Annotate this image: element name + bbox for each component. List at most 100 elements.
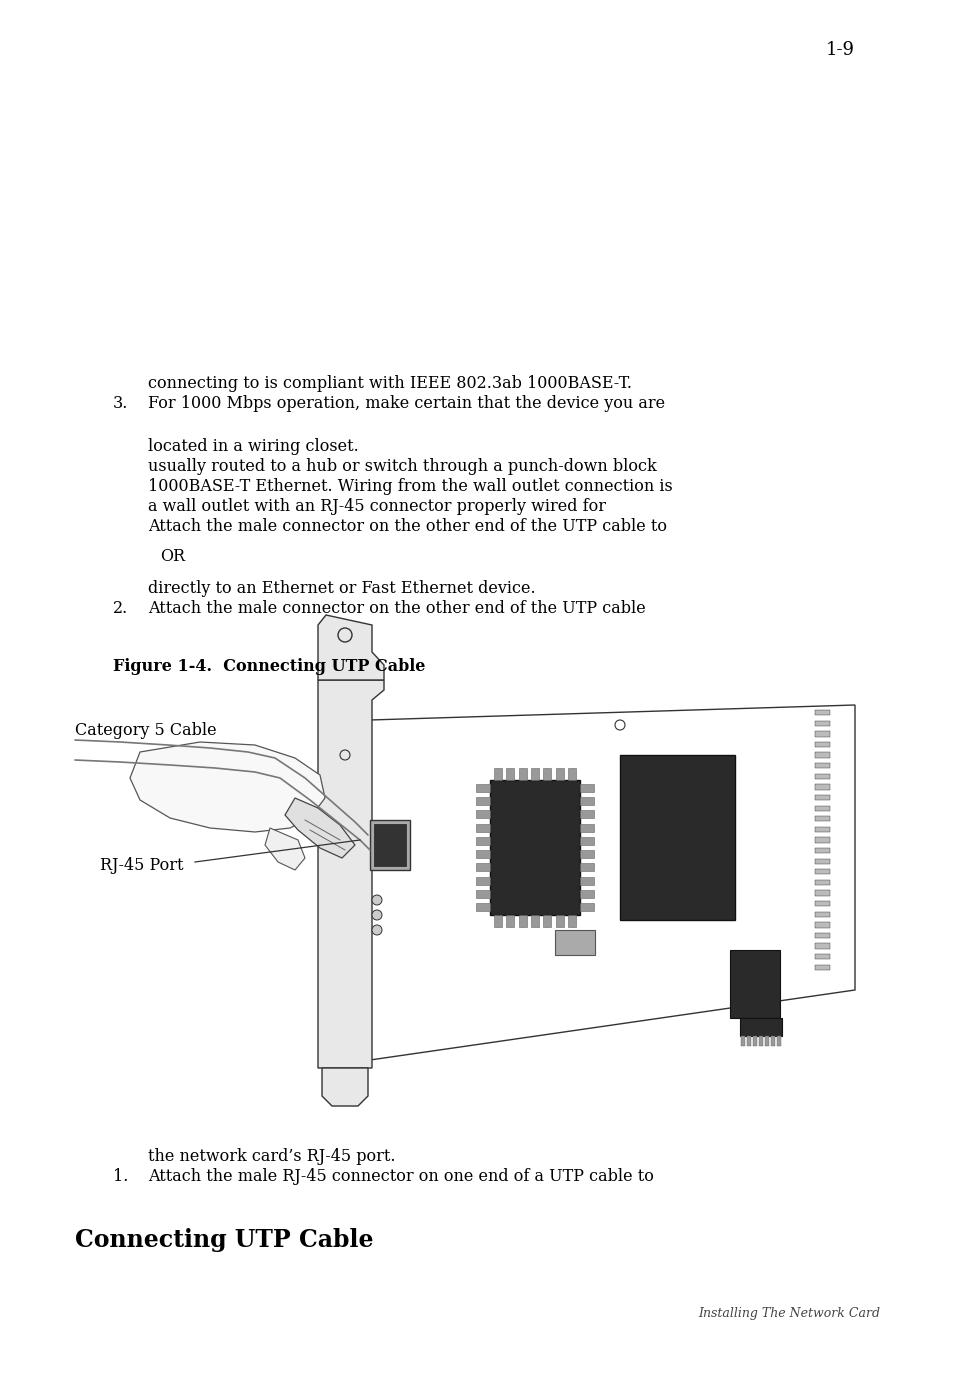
Bar — [476, 904, 490, 911]
Bar — [476, 849, 490, 858]
Bar — [579, 849, 594, 858]
Bar — [476, 823, 490, 831]
Bar — [476, 890, 490, 898]
Bar — [814, 859, 829, 863]
Bar — [476, 877, 490, 884]
Bar — [476, 863, 490, 872]
Bar — [476, 811, 490, 819]
Polygon shape — [370, 705, 854, 1060]
Circle shape — [372, 895, 381, 905]
Bar — [814, 752, 829, 758]
Bar — [814, 848, 829, 854]
Bar — [740, 1035, 744, 1047]
Bar — [814, 711, 829, 715]
Bar — [476, 784, 490, 793]
Bar — [770, 1035, 774, 1047]
Bar — [579, 784, 594, 793]
Bar — [555, 768, 563, 780]
Bar — [814, 805, 829, 811]
Bar — [740, 1017, 781, 1035]
Text: located in a wiring closet.: located in a wiring closet. — [148, 439, 358, 455]
Bar — [555, 930, 595, 955]
Bar — [494, 915, 501, 927]
Text: Attach the male connector on the other end of the UTP cable: Attach the male connector on the other e… — [148, 600, 645, 618]
Polygon shape — [322, 1067, 368, 1106]
Bar — [370, 820, 410, 870]
Bar — [579, 904, 594, 911]
Text: the network card’s RJ-45 port.: the network card’s RJ-45 port. — [148, 1148, 395, 1165]
Bar — [579, 837, 594, 845]
Bar — [506, 768, 514, 780]
Bar — [814, 922, 829, 927]
Bar — [490, 780, 579, 915]
Bar — [494, 768, 501, 780]
Bar — [518, 768, 526, 780]
Polygon shape — [317, 615, 384, 680]
Bar — [531, 915, 538, 927]
Bar — [579, 877, 594, 884]
Text: Attach the male RJ-45 connector on one end of a UTP cable to: Attach the male RJ-45 connector on one e… — [148, 1167, 653, 1185]
Bar — [759, 1035, 762, 1047]
Bar — [814, 837, 829, 843]
Bar — [531, 768, 538, 780]
Text: 1-9: 1-9 — [824, 42, 854, 60]
Bar — [814, 827, 829, 831]
Bar — [579, 811, 594, 819]
Bar — [814, 869, 829, 874]
Bar — [814, 731, 829, 737]
Bar — [814, 891, 829, 895]
Bar — [746, 1035, 750, 1047]
Text: Installing The Network Card: Installing The Network Card — [698, 1306, 879, 1320]
Bar — [776, 1035, 781, 1047]
Polygon shape — [317, 680, 384, 1067]
Polygon shape — [285, 798, 355, 858]
Bar — [619, 755, 734, 920]
Text: RJ-45 Port: RJ-45 Port — [100, 856, 183, 873]
Bar — [814, 763, 829, 769]
Bar — [764, 1035, 768, 1047]
Text: Category 5 Cable: Category 5 Cable — [75, 722, 216, 738]
Bar — [814, 912, 829, 917]
Text: connecting to is compliant with IEEE 802.3ab 1000BASE-T.: connecting to is compliant with IEEE 802… — [148, 375, 631, 391]
Bar — [555, 915, 563, 927]
Bar — [518, 915, 526, 927]
Bar — [476, 837, 490, 845]
Bar — [374, 824, 406, 866]
Bar — [814, 795, 829, 801]
Text: 2.: 2. — [112, 600, 128, 618]
Bar — [729, 949, 780, 1017]
Text: Connecting UTP Cable: Connecting UTP Cable — [75, 1228, 374, 1252]
Bar — [814, 880, 829, 886]
Bar — [579, 797, 594, 805]
Bar — [814, 944, 829, 949]
Text: Figure 1-4.  Connecting UTP Cable: Figure 1-4. Connecting UTP Cable — [112, 658, 425, 675]
Circle shape — [372, 911, 381, 920]
Bar — [543, 768, 551, 780]
Bar — [814, 954, 829, 959]
Bar — [814, 965, 829, 970]
Text: OR: OR — [160, 548, 185, 565]
Bar — [567, 915, 576, 927]
Text: For 1000 Mbps operation, make certain that the device you are: For 1000 Mbps operation, make certain th… — [148, 396, 664, 412]
Bar — [814, 773, 829, 779]
Bar — [543, 915, 551, 927]
Bar — [814, 720, 829, 726]
Text: 1000BASE-T Ethernet. Wiring from the wall outlet connection is: 1000BASE-T Ethernet. Wiring from the wal… — [148, 477, 672, 496]
Bar — [579, 823, 594, 831]
Circle shape — [372, 924, 381, 936]
Bar — [752, 1035, 757, 1047]
Bar — [579, 863, 594, 872]
Bar — [814, 901, 829, 906]
Text: directly to an Ethernet or Fast Ethernet device.: directly to an Ethernet or Fast Ethernet… — [148, 580, 535, 597]
Text: a wall outlet with an RJ-45 connector properly wired for: a wall outlet with an RJ-45 connector pr… — [148, 498, 605, 515]
Bar — [579, 890, 594, 898]
Text: 3.: 3. — [112, 396, 129, 412]
Bar — [814, 784, 829, 790]
Text: usually routed to a hub or switch through a punch-down block: usually routed to a hub or switch throug… — [148, 458, 656, 475]
Polygon shape — [130, 743, 325, 831]
Bar — [814, 933, 829, 938]
Bar — [476, 797, 490, 805]
Text: Attach the male connector on the other end of the UTP cable to: Attach the male connector on the other e… — [148, 518, 666, 534]
Text: 1.: 1. — [112, 1167, 129, 1185]
Bar — [567, 768, 576, 780]
